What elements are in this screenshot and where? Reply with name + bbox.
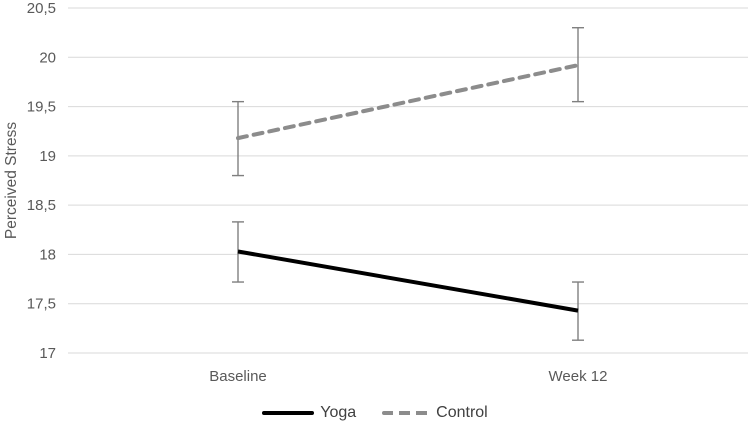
control-line [236, 63, 580, 141]
y-tick-label: 18 [39, 246, 56, 263]
x-tick-label: Baseline [209, 368, 267, 385]
legend-item-yoga: Yoga [262, 404, 356, 422]
control-line-sample-icon [382, 411, 431, 415]
y-tick-label: 20 [39, 49, 56, 66]
y-tick-label: 17,5 [27, 296, 56, 313]
yoga-line-sample-icon [262, 411, 315, 415]
y-tick-label: 18,5 [27, 197, 56, 214]
legend-label-yoga: Yoga [320, 404, 357, 421]
yoga-line [237, 249, 579, 313]
legend-label-control: Control [436, 404, 488, 421]
legend: Yoga Control [0, 404, 750, 422]
legend-item-control: Control [382, 404, 488, 422]
x-tick-label: Week 12 [549, 368, 608, 385]
y-tick-label: 19,5 [27, 99, 56, 116]
y-tick-label: 20,5 [27, 0, 56, 17]
y-tick-label: 17 [39, 345, 56, 362]
y-tick-label: 19 [39, 148, 56, 165]
y-axis-title: Perceived Stress [3, 122, 20, 239]
